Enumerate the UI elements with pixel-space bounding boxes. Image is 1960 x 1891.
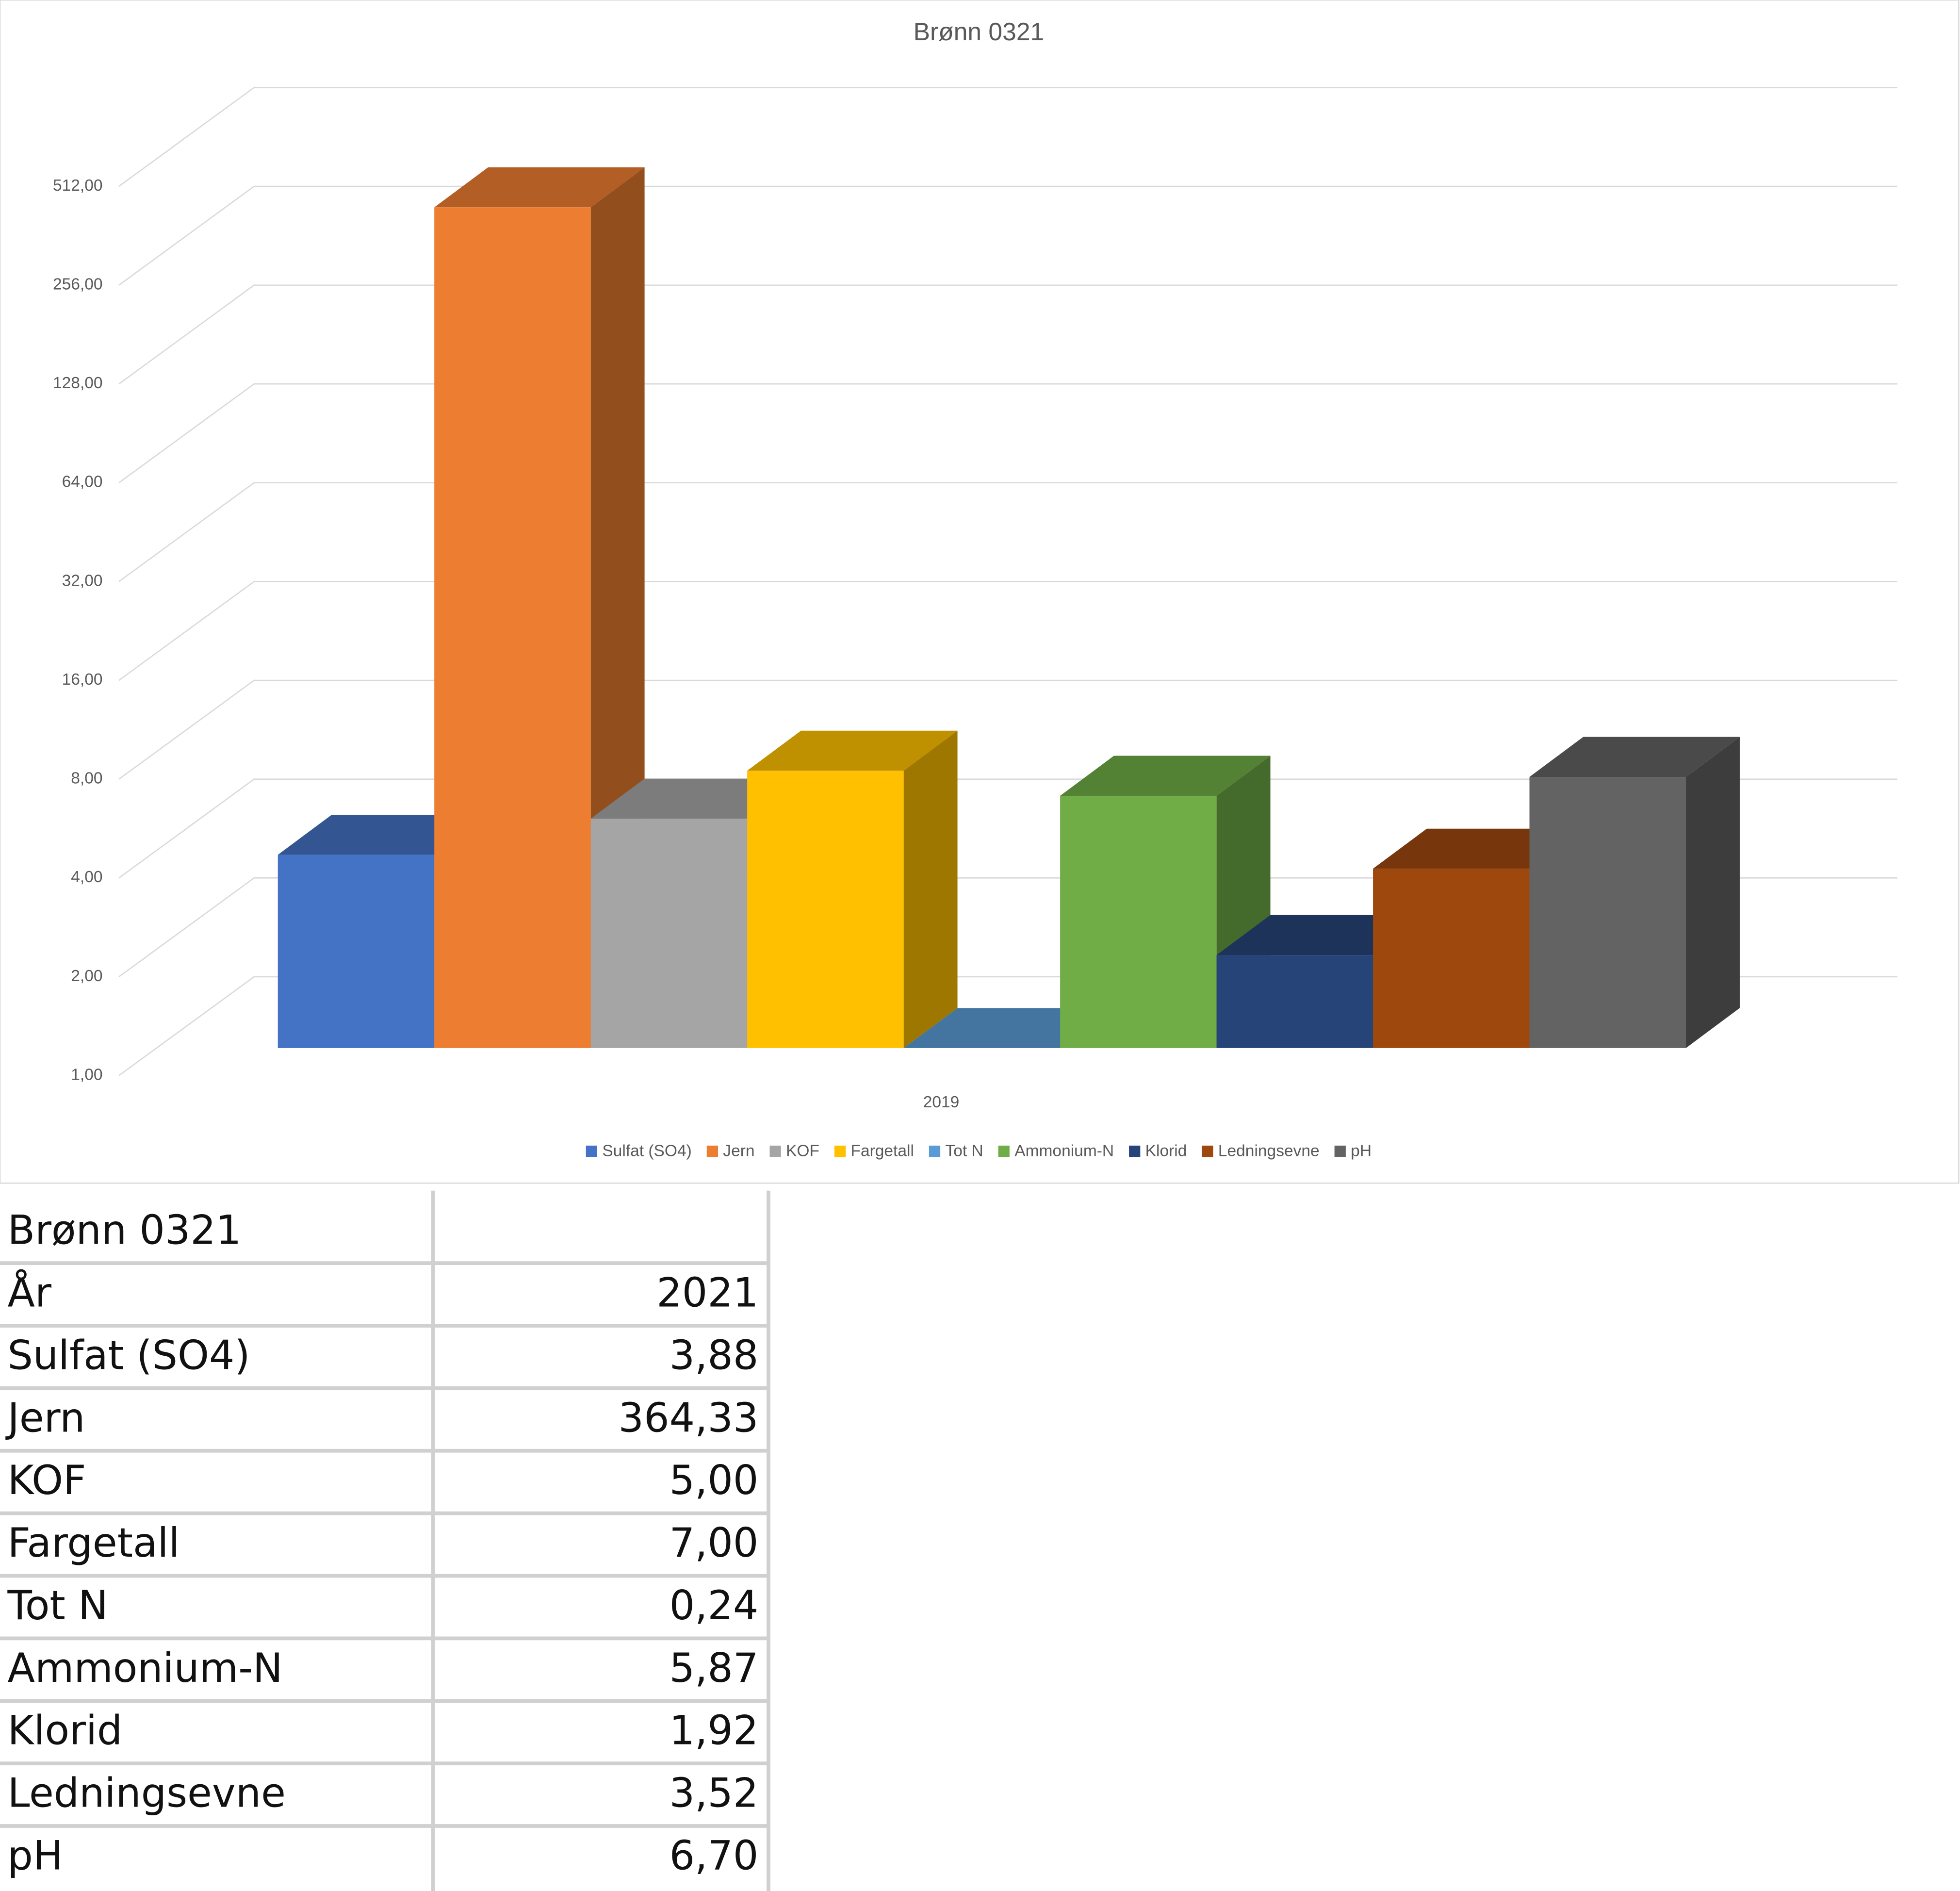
bar — [434, 207, 591, 1048]
table-cell: 364,33 — [619, 1395, 759, 1441]
y-tick-label: 16,00 — [62, 671, 103, 689]
table-cell: 6,70 — [670, 1832, 759, 1879]
bar-top — [1529, 737, 1740, 777]
bar — [590, 819, 748, 1048]
legend-label: Klorid — [1145, 1142, 1187, 1160]
bar — [1529, 777, 1686, 1048]
table-cell: År — [7, 1270, 51, 1316]
bar — [1373, 869, 1530, 1048]
grid-line — [118, 185, 1898, 286]
legend-swatch — [769, 1145, 781, 1157]
grid-line — [118, 383, 1898, 483]
legend-label: KOF — [786, 1142, 819, 1160]
bar-top — [747, 730, 958, 771]
legend-label: Ammonium-N — [1014, 1142, 1114, 1160]
table-cell: KOF — [7, 1457, 86, 1504]
table-cell: 1,92 — [670, 1708, 759, 1754]
table-cell: Klorid — [7, 1708, 122, 1754]
table-cell: 3,52 — [670, 1770, 759, 1817]
table-cell: pH — [7, 1832, 63, 1879]
y-tick-label: 256,00 — [53, 276, 103, 294]
table-cell: 2021 — [656, 1270, 758, 1316]
y-tick-label: 2,00 — [71, 967, 102, 985]
y-tick-label: 64,00 — [62, 473, 103, 491]
y-tick-label: 8,00 — [71, 770, 102, 788]
legend-label: Sulfat (SO4) — [602, 1142, 691, 1160]
table-cell: 3,88 — [670, 1332, 759, 1379]
grid-line — [118, 581, 1898, 681]
table-cell: Ammonium-N — [7, 1645, 282, 1692]
y-tick-label: 128,00 — [53, 374, 103, 392]
grid-line — [118, 87, 1898, 187]
table-cell: 0,24 — [670, 1582, 759, 1629]
legend-swatch — [586, 1145, 598, 1157]
table-cell: Fargetall — [7, 1520, 180, 1566]
bar-side — [903, 730, 958, 1048]
legend-swatch — [834, 1145, 846, 1157]
table-cell: Ledningsevne — [7, 1770, 285, 1817]
legend-swatch — [1334, 1145, 1346, 1157]
chart-title: Brønn 0321 — [914, 17, 1045, 46]
legend-swatch — [998, 1145, 1010, 1157]
bar — [278, 855, 435, 1048]
bar-side — [1686, 737, 1740, 1048]
table-cell: Sulfat (SO4) — [7, 1332, 250, 1379]
x-tick-label: 2019 — [923, 1093, 960, 1111]
legend-label: Tot N — [945, 1142, 983, 1160]
legend-swatch — [1202, 1145, 1213, 1157]
y-tick-label: 32,00 — [62, 572, 103, 590]
table-title: Brønn 0321 — [7, 1207, 241, 1254]
bar-top — [1060, 756, 1271, 796]
legend-label: Ledningsevne — [1218, 1142, 1320, 1160]
legend-label: Fargetall — [850, 1142, 914, 1160]
legend-swatch — [706, 1145, 718, 1157]
grid-line — [118, 284, 1898, 385]
table: Brønn 0321 År 2021 Sulfat (SO4) 3,88 Jern 364… — [0, 1190, 770, 1891]
y-tick-label: 512,00 — [53, 177, 103, 195]
table-cell: 7,00 — [670, 1520, 759, 1566]
grid-line — [118, 679, 1898, 780]
legend-swatch — [929, 1145, 941, 1157]
legend-label: pH — [1351, 1142, 1372, 1160]
table-cell: 5,00 — [670, 1457, 759, 1504]
table-cell: Jern — [5, 1395, 85, 1441]
grid-line — [118, 778, 1898, 879]
legend-swatch — [1129, 1145, 1141, 1157]
y-tick-label: 1,00 — [71, 1066, 102, 1084]
legend-label: Jern — [723, 1142, 754, 1160]
grid-line — [118, 482, 1898, 582]
table-cell: Tot N — [7, 1582, 108, 1629]
grid-line — [118, 877, 1898, 977]
legend: Sulfat (SO4) Jern KOF Fargetall Tot N Ammoniu… — [586, 1142, 1372, 1160]
bar — [747, 771, 904, 1048]
y-tick-label: 4,00 — [71, 868, 102, 886]
bar — [1216, 955, 1373, 1048]
bar-top — [434, 167, 645, 208]
bar — [1060, 795, 1217, 1048]
table-cell: 5,87 — [670, 1645, 759, 1692]
